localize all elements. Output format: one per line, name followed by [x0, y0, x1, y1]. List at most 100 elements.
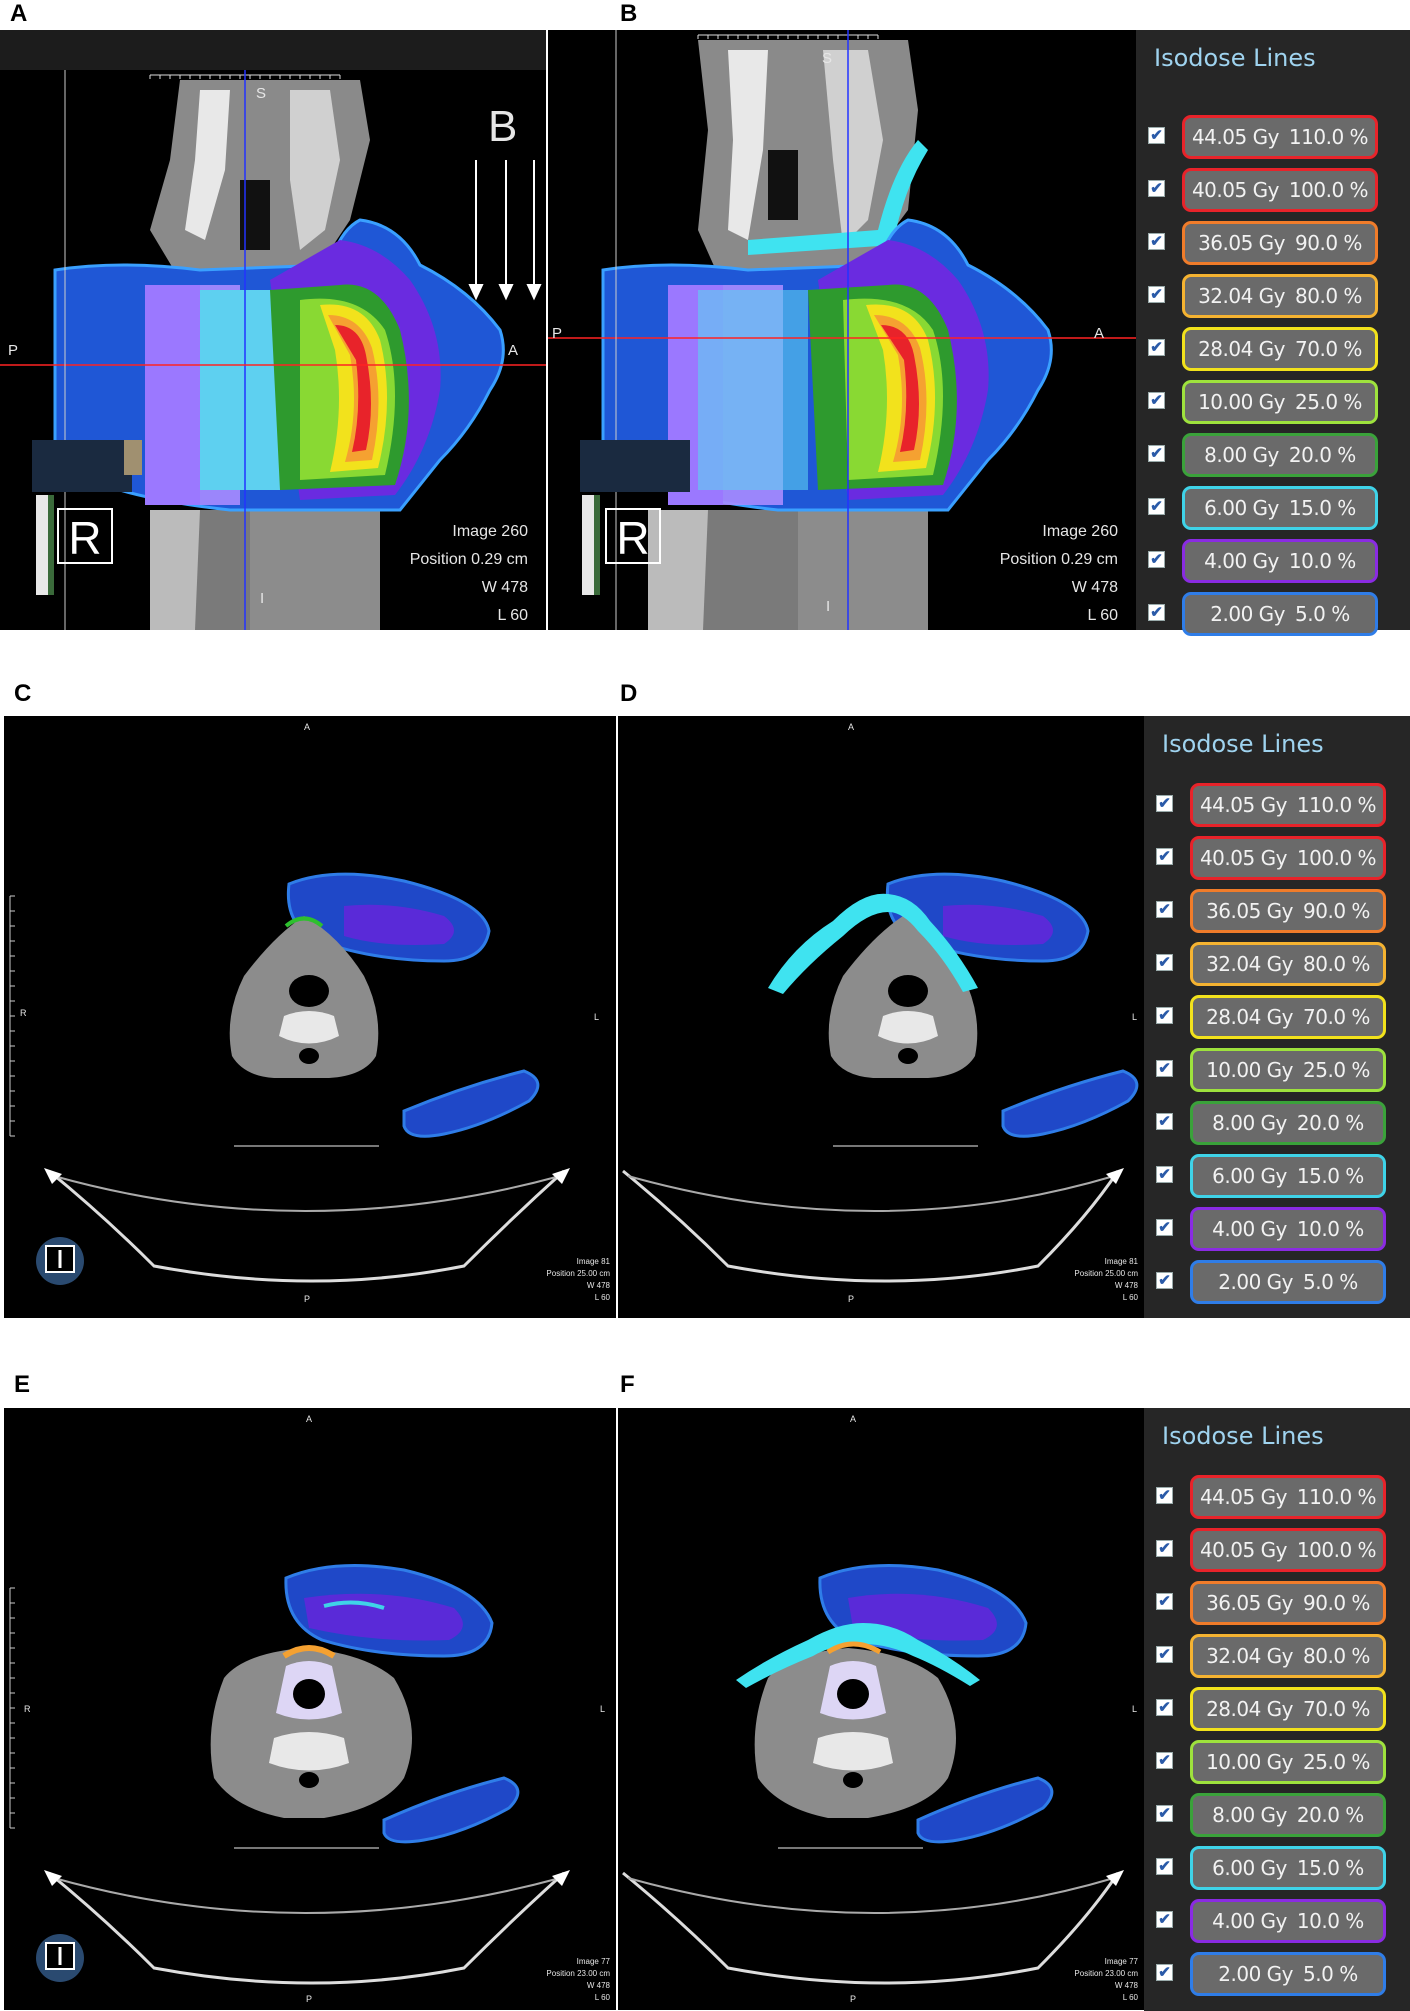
isodose-row[interactable]: ✔ 10.00 Gy 25.0 %	[1148, 377, 1384, 425]
isodose-row[interactable]: ✔ 32.04 Gy 80.0 %	[1156, 1631, 1392, 1679]
orientation-cube-r[interactable]: R	[605, 508, 661, 564]
isodose-checkbox[interactable]: ✔	[1156, 1007, 1173, 1024]
isodose-row[interactable]: ✔ 10.00 Gy 25.0 %	[1156, 1737, 1392, 1785]
isodose-row[interactable]: ✔ 8.00 Gy 20.0 %	[1156, 1098, 1392, 1146]
isodose-label[interactable]: 6.00 Gy 15.0 %	[1182, 486, 1378, 530]
isodose-checkbox[interactable]: ✔	[1156, 1272, 1173, 1289]
isodose-label[interactable]: 8.00 Gy 20.0 %	[1182, 433, 1378, 477]
axial-view-d[interactable]: A P L Image 81 Position 25.00 cm W 478 L…	[618, 716, 1144, 1318]
isodose-label[interactable]: 4.00 Gy 10.0 %	[1182, 539, 1378, 583]
sagittal-view-b[interactable]: S I P A R Image 260 Position 0.29 cm W 4…	[548, 30, 1136, 630]
sagittal-view-a[interactable]: S I P A B R Image 260 Position 0.29 cm W…	[0, 30, 546, 630]
isodose-row[interactable]: ✔ 44.05 Gy 110.0 %	[1156, 780, 1392, 828]
isodose-label[interactable]: 2.00 Gy 5.0 %	[1190, 1952, 1386, 1996]
isodose-row[interactable]: ✔ 40.05 Gy 100.0 %	[1156, 1525, 1392, 1573]
isodose-row[interactable]: ✔ 44.05 Gy 110.0 %	[1148, 112, 1384, 160]
axial-view-f[interactable]: A P L Image 77 Position 23.00 cm W 478 L…	[618, 1408, 1144, 2010]
isodose-row[interactable]: ✔ 6.00 Gy 15.0 %	[1156, 1151, 1392, 1199]
isodose-label[interactable]: 44.05 Gy 110.0 %	[1182, 115, 1378, 159]
isodose-checkbox[interactable]: ✔	[1148, 604, 1165, 621]
isodose-row[interactable]: ✔ 44.05 Gy 110.0 %	[1156, 1472, 1392, 1520]
isodose-label[interactable]: 10.00 Gy 25.0 %	[1190, 1048, 1386, 1092]
isodose-checkbox[interactable]: ✔	[1156, 1166, 1173, 1183]
isodose-row[interactable]: ✔ 2.00 Gy 5.0 %	[1156, 1257, 1392, 1305]
isodose-label[interactable]: 2.00 Gy 5.0 %	[1190, 1260, 1386, 1304]
isodose-checkbox[interactable]: ✔	[1148, 445, 1165, 462]
isodose-checkbox[interactable]: ✔	[1156, 1219, 1173, 1236]
isodose-row[interactable]: ✔ 8.00 Gy 20.0 %	[1148, 430, 1384, 478]
isodose-checkbox[interactable]: ✔	[1156, 1646, 1173, 1663]
isodose-label[interactable]: 10.00 Gy 25.0 %	[1182, 380, 1378, 424]
isodose-row[interactable]: ✔ 32.04 Gy 80.0 %	[1156, 939, 1392, 987]
isodose-row[interactable]: ✔ 10.00 Gy 25.0 %	[1156, 1045, 1392, 1093]
isodose-row[interactable]: ✔ 4.00 Gy 10.0 %	[1156, 1896, 1392, 1944]
isodose-label[interactable]: 36.05 Gy 90.0 %	[1190, 1581, 1386, 1625]
isodose-row[interactable]: ✔ 28.04 Gy 70.0 %	[1156, 1684, 1392, 1732]
isodose-label[interactable]: 32.04 Gy 80.0 %	[1190, 1634, 1386, 1678]
isodose-row[interactable]: ✔ 2.00 Gy 5.0 %	[1156, 1949, 1392, 1997]
isodose-label[interactable]: 40.05 Gy 100.0 %	[1190, 836, 1386, 880]
isodose-row[interactable]: ✔ 28.04 Gy 70.0 %	[1156, 992, 1392, 1040]
isodose-checkbox[interactable]: ✔	[1148, 127, 1165, 144]
isodose-label[interactable]: 40.05 Gy 100.0 %	[1190, 1528, 1386, 1572]
isodose-label[interactable]: 8.00 Gy 20.0 %	[1190, 1101, 1386, 1145]
isodose-checkbox[interactable]: ✔	[1156, 1487, 1173, 1504]
isodose-checkbox[interactable]: ✔	[1156, 1113, 1173, 1130]
isodose-label[interactable]: 32.04 Gy 80.0 %	[1182, 274, 1378, 318]
isodose-row[interactable]: ✔ 40.05 Gy 100.0 %	[1148, 165, 1384, 213]
isodose-checkbox[interactable]: ✔	[1156, 1805, 1173, 1822]
isodose-checkbox[interactable]: ✔	[1156, 1858, 1173, 1875]
isodose-label[interactable]: 28.04 Gy 70.0 %	[1190, 1687, 1386, 1731]
isodose-checkbox[interactable]: ✔	[1156, 1540, 1173, 1557]
isodose-label[interactable]: 40.05 Gy 100.0 %	[1182, 168, 1378, 212]
isodose-label[interactable]: 36.05 Gy 90.0 %	[1190, 889, 1386, 933]
isodose-percent: 90.0 %	[1303, 899, 1370, 923]
isodose-label[interactable]: 2.00 Gy 5.0 %	[1182, 592, 1378, 636]
isodose-label[interactable]: 32.04 Gy 80.0 %	[1190, 942, 1386, 986]
isodose-checkbox[interactable]: ✔	[1156, 1060, 1173, 1077]
isodose-checkbox[interactable]: ✔	[1148, 551, 1165, 568]
isodose-checkbox[interactable]: ✔	[1148, 339, 1165, 356]
isodose-label[interactable]: 8.00 Gy 20.0 %	[1190, 1793, 1386, 1837]
isodose-row[interactable]: ✔ 40.05 Gy 100.0 %	[1156, 833, 1392, 881]
isodose-label[interactable]: 6.00 Gy 15.0 %	[1190, 1846, 1386, 1890]
isodose-row[interactable]: ✔ 4.00 Gy 10.0 %	[1156, 1204, 1392, 1252]
isodose-dose: 2.00 Gy	[1210, 602, 1286, 626]
isodose-label[interactable]: 10.00 Gy 25.0 %	[1190, 1740, 1386, 1784]
isodose-label[interactable]: 4.00 Gy 10.0 %	[1190, 1207, 1386, 1251]
isodose-checkbox[interactable]: ✔	[1156, 1752, 1173, 1769]
isodose-label[interactable]: 44.05 Gy 110.0 %	[1190, 1475, 1386, 1519]
isodose-label[interactable]: 36.05 Gy 90.0 %	[1182, 221, 1378, 265]
isodose-checkbox[interactable]: ✔	[1156, 1699, 1173, 1716]
isodose-label[interactable]: 44.05 Gy 110.0 %	[1190, 783, 1386, 827]
isodose-label[interactable]: 28.04 Gy 70.0 %	[1190, 995, 1386, 1039]
isodose-checkbox[interactable]: ✔	[1156, 1964, 1173, 1981]
isodose-row[interactable]: ✔ 28.04 Gy 70.0 %	[1148, 324, 1384, 372]
isodose-row[interactable]: ✔ 36.05 Gy 90.0 %	[1148, 218, 1384, 266]
isodose-row[interactable]: ✔ 36.05 Gy 90.0 %	[1156, 1578, 1392, 1626]
isodose-checkbox[interactable]: ✔	[1156, 1593, 1173, 1610]
isodose-row[interactable]: ✔ 2.00 Gy 5.0 %	[1148, 589, 1384, 637]
isodose-label[interactable]: 28.04 Gy 70.0 %	[1182, 327, 1378, 371]
axial-view-c[interactable]: A P R L Image 81 Position 25.00 cm W 478…	[4, 716, 616, 1318]
isodose-checkbox[interactable]: ✔	[1156, 954, 1173, 971]
isodose-label[interactable]: 4.00 Gy 10.0 %	[1190, 1899, 1386, 1943]
isodose-checkbox[interactable]: ✔	[1156, 901, 1173, 918]
isodose-checkbox[interactable]: ✔	[1148, 286, 1165, 303]
isodose-label[interactable]: 6.00 Gy 15.0 %	[1190, 1154, 1386, 1198]
isodose-checkbox[interactable]: ✔	[1148, 180, 1165, 197]
isodose-checkbox[interactable]: ✔	[1148, 233, 1165, 250]
isodose-row[interactable]: ✔ 36.05 Gy 90.0 %	[1156, 886, 1392, 934]
isodose-row[interactable]: ✔ 6.00 Gy 15.0 %	[1148, 483, 1384, 531]
isodose-row[interactable]: ✔ 32.04 Gy 80.0 %	[1148, 271, 1384, 319]
isodose-checkbox[interactable]: ✔	[1156, 848, 1173, 865]
isodose-row[interactable]: ✔ 6.00 Gy 15.0 %	[1156, 1843, 1392, 1891]
orientation-cube-r[interactable]: R	[57, 508, 113, 564]
axial-view-e[interactable]: A P R L Image 77 Position 23.00 cm W 478…	[4, 1408, 616, 2010]
isodose-checkbox[interactable]: ✔	[1156, 795, 1173, 812]
isodose-checkbox[interactable]: ✔	[1148, 498, 1165, 515]
isodose-checkbox[interactable]: ✔	[1156, 1911, 1173, 1928]
isodose-row[interactable]: ✔ 8.00 Gy 20.0 %	[1156, 1790, 1392, 1838]
isodose-row[interactable]: ✔ 4.00 Gy 10.0 %	[1148, 536, 1384, 584]
isodose-checkbox[interactable]: ✔	[1148, 392, 1165, 409]
